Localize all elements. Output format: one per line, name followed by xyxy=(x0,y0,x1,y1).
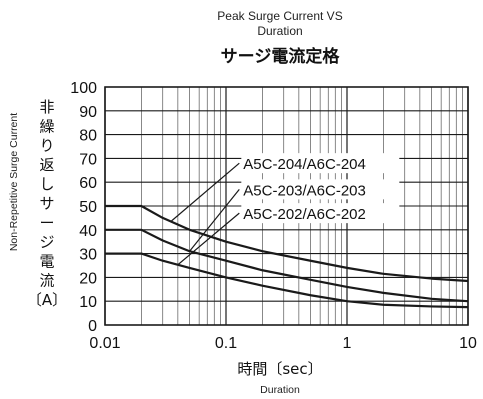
y-tick-label: 90 xyxy=(79,104,97,121)
series-labels: A5C-204/A6C-204 A5C-203/A6C-203 A5C-202/A6… xyxy=(241,153,400,224)
y-axis-label-jp-char: ジ xyxy=(39,233,54,251)
x-axis-label-jp: 時間〔sec〕 xyxy=(237,360,322,378)
x-tick-label: 1 xyxy=(343,335,352,352)
y-tick-label: 20 xyxy=(79,270,97,287)
y-axis-label-jp-char: サ xyxy=(39,195,54,213)
y-tick-label: 70 xyxy=(79,151,97,168)
chart-title-jp: サージ電流定格 xyxy=(221,46,341,67)
series-label-leader xyxy=(177,212,240,266)
series-label: A5C-203/A6C-203 xyxy=(243,182,366,199)
series-label: A5C-204/A6C-204 xyxy=(243,156,366,173)
y-tick-label: 30 xyxy=(79,247,97,264)
x-axis-label-en: Duration xyxy=(260,384,300,396)
x-tick-label: 10 xyxy=(459,335,477,352)
series-label-bg xyxy=(241,203,400,224)
x-tick-label: 0.1 xyxy=(215,335,237,352)
y-axis-label-jp-char: 流 xyxy=(39,272,54,290)
series-label-leader xyxy=(189,188,240,252)
y-axis-tick-labels: 0 10 20 30 40 50 60 70 80 90 100 xyxy=(70,80,97,335)
y-tick-label: 0 xyxy=(88,318,97,335)
series-line xyxy=(105,228,469,303)
series-label-leaders xyxy=(170,162,240,266)
y-axis-label-jp-char: 返 xyxy=(39,156,54,174)
x-tick-label: 0.01 xyxy=(89,335,120,352)
y-axis-label-jp-char: 非 xyxy=(39,98,54,116)
y-tick-label: 60 xyxy=(79,175,97,192)
y-tick-label: 80 xyxy=(79,128,97,145)
y-axis-label-en: Non-Repetitive Surge Current xyxy=(8,113,20,251)
y-tick-label: 100 xyxy=(70,80,97,97)
series-label-bg xyxy=(241,153,400,174)
y-axis-label-jp-char: 繰 xyxy=(39,117,54,135)
y-tick-label: 50 xyxy=(79,199,97,216)
y-axis-label-jp-char: し xyxy=(39,175,54,193)
y-axis-label-jp-char: 〔A〕 xyxy=(27,291,67,309)
series-line xyxy=(105,252,469,309)
y-axis-label-jp-char: ー xyxy=(39,214,54,232)
y-tick-label: 40 xyxy=(79,223,97,240)
series-line xyxy=(105,204,469,283)
chart-title-en-line2: Duration xyxy=(257,24,302,38)
series-label: A5C-202/A6C-202 xyxy=(243,206,366,223)
y-tick-label: 10 xyxy=(79,294,97,311)
y-axis-label-jp-char: 電 xyxy=(39,252,54,270)
y-axis-label-jp-char: り xyxy=(39,137,54,155)
series-layer xyxy=(105,204,469,309)
x-axis-tick-labels: 0.01 0.1 1 10 xyxy=(89,335,477,352)
chart-title-en-line1: Peak Surge Current VS xyxy=(217,9,342,23)
series-label-leader xyxy=(170,162,240,222)
series-label-bg xyxy=(241,179,400,200)
